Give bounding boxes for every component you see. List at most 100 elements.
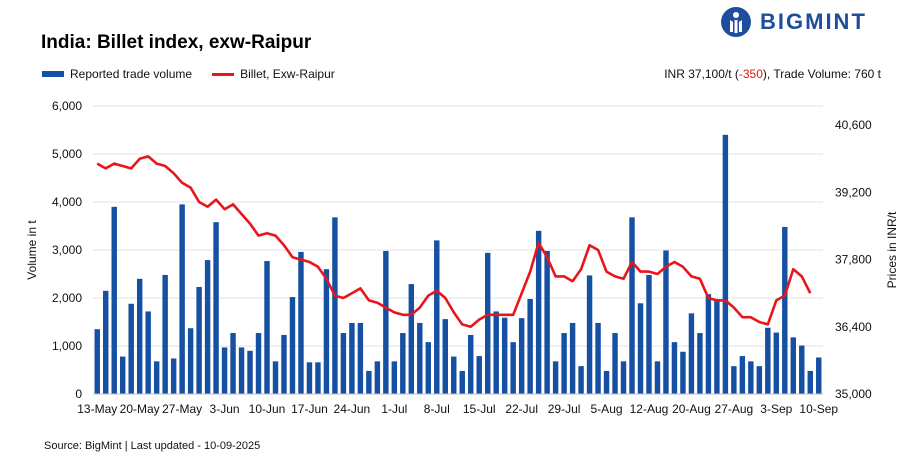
volume-bar (484, 252, 491, 394)
volume-bar (510, 342, 516, 394)
brand-logo: BIGMINT (720, 6, 867, 38)
y2-tick-label: 37,800 (835, 253, 872, 267)
y-axis-title: Volume in t (25, 220, 39, 280)
x-tick-label: 13-May (77, 402, 117, 416)
x-tick-label: 1-Jul (381, 402, 407, 416)
volume-bar (400, 333, 406, 394)
volume-bar (612, 333, 618, 394)
volume-bar (552, 361, 559, 394)
volume-bar (561, 333, 567, 394)
x-tick-label: 29-Jul (548, 402, 581, 416)
volume-bar (782, 226, 788, 394)
y2-axis-title: Prices in INR/t (885, 211, 899, 288)
legend-label-volume: Reported trade volume (70, 67, 193, 81)
volume-bar (620, 361, 627, 394)
volume-bar (476, 356, 482, 394)
x-tick-label: 27-May (162, 402, 202, 416)
volume-bar (663, 250, 669, 394)
volume-bar (136, 278, 143, 394)
volume-bar (306, 362, 313, 394)
x-tick-label: 10-Sep (799, 402, 838, 416)
volume-bar (493, 311, 499, 394)
volume-bar (247, 350, 253, 394)
y-tick-label: 4,000 (52, 195, 82, 209)
volume-bar (204, 260, 211, 394)
volume-bar (790, 337, 797, 394)
volume-bar (425, 342, 432, 394)
volume-bar (103, 290, 109, 394)
volume-bar (366, 370, 372, 394)
volume-bar (230, 333, 236, 394)
price-summary: INR 37,100/t (-350), Trade Volume: 760 t (664, 67, 881, 81)
volume-bar (162, 274, 168, 394)
price-line (96, 155, 812, 329)
volume-bar (595, 322, 601, 394)
volume-bar (637, 303, 644, 394)
volume-bar (238, 347, 245, 394)
summary-prefix: INR 37,100/t ( (664, 67, 739, 81)
volume-bar (569, 322, 576, 394)
volume-bar (527, 298, 533, 394)
volume-bar (799, 345, 805, 394)
volume-bar (586, 275, 593, 394)
x-tick-label: 17-Jun (291, 402, 328, 416)
summary-suffix: ), Trade Volume: 760 t (762, 67, 881, 81)
volume-bar (603, 370, 610, 394)
volume-bar (671, 342, 678, 394)
y-tick-label: 1,000 (52, 339, 82, 353)
volume-bar (697, 333, 703, 394)
x-tick-label: 5-Aug (591, 402, 623, 416)
x-tick-label: 22-Jul (505, 402, 538, 416)
volume-bar (187, 328, 194, 394)
volume-bar (807, 370, 813, 394)
volume-bar (578, 366, 584, 394)
x-tick-label: 12-Aug (630, 402, 669, 416)
volume-bar (756, 366, 763, 394)
legend-item-volume: Reported trade volume (42, 67, 192, 81)
y2-tick-label: 35,000 (835, 387, 872, 401)
chart-legend: Reported trade volume Billet, Exw-Raipur (42, 67, 355, 81)
volume-bar (468, 334, 474, 394)
x-tick-label: 20-May (120, 402, 160, 416)
legend-line-swatch (212, 72, 235, 76)
x-tick-label: 3-Sep (760, 402, 792, 416)
volume-bar (272, 361, 279, 394)
volume-bar (544, 250, 550, 394)
y-tick-label: 3,000 (52, 243, 82, 257)
y2-tick-label: 40,600 (835, 118, 872, 132)
volume-bar (153, 361, 160, 394)
volume-bar (451, 356, 457, 394)
volume-bar (417, 322, 423, 394)
volume-bar (739, 356, 746, 394)
volume-bar (298, 251, 304, 394)
volume-bar (264, 261, 270, 394)
volume-bar (374, 361, 381, 394)
legend-label-price: Billet, Exw-Raipur (240, 67, 335, 81)
volume-bar (535, 230, 542, 394)
y-tick-label: 5,000 (52, 147, 82, 161)
y-tick-label: 6,000 (52, 99, 82, 113)
x-tick-label: 20-Aug (672, 402, 711, 416)
volume-bar (765, 327, 771, 394)
x-tick-label: 15-Jul (463, 402, 496, 416)
volume-bar (680, 351, 686, 394)
volume-bar (722, 134, 729, 395)
legend-bar-swatch (42, 71, 64, 77)
y2-tick-label: 36,400 (835, 320, 872, 334)
volume-bar (340, 333, 347, 394)
volume-bar (289, 297, 296, 394)
chart-title: India: Billet index, exw-Raipur (41, 32, 312, 53)
x-tick-label: 8-Jul (424, 402, 450, 416)
volume-bar (170, 358, 177, 394)
x-tick-label: 10-Jun (249, 402, 286, 416)
volume-bar (145, 311, 151, 394)
volume-bar (383, 250, 389, 394)
volume-bar (357, 322, 364, 394)
y2-tick-label: 39,200 (835, 185, 872, 199)
volume-bar (255, 333, 262, 394)
x-tick-label: 24-Jun (334, 402, 371, 416)
legend-item-price: Billet, Exw-Raipur (212, 67, 335, 81)
volume-bar (196, 286, 202, 394)
volume-bar (714, 298, 720, 394)
